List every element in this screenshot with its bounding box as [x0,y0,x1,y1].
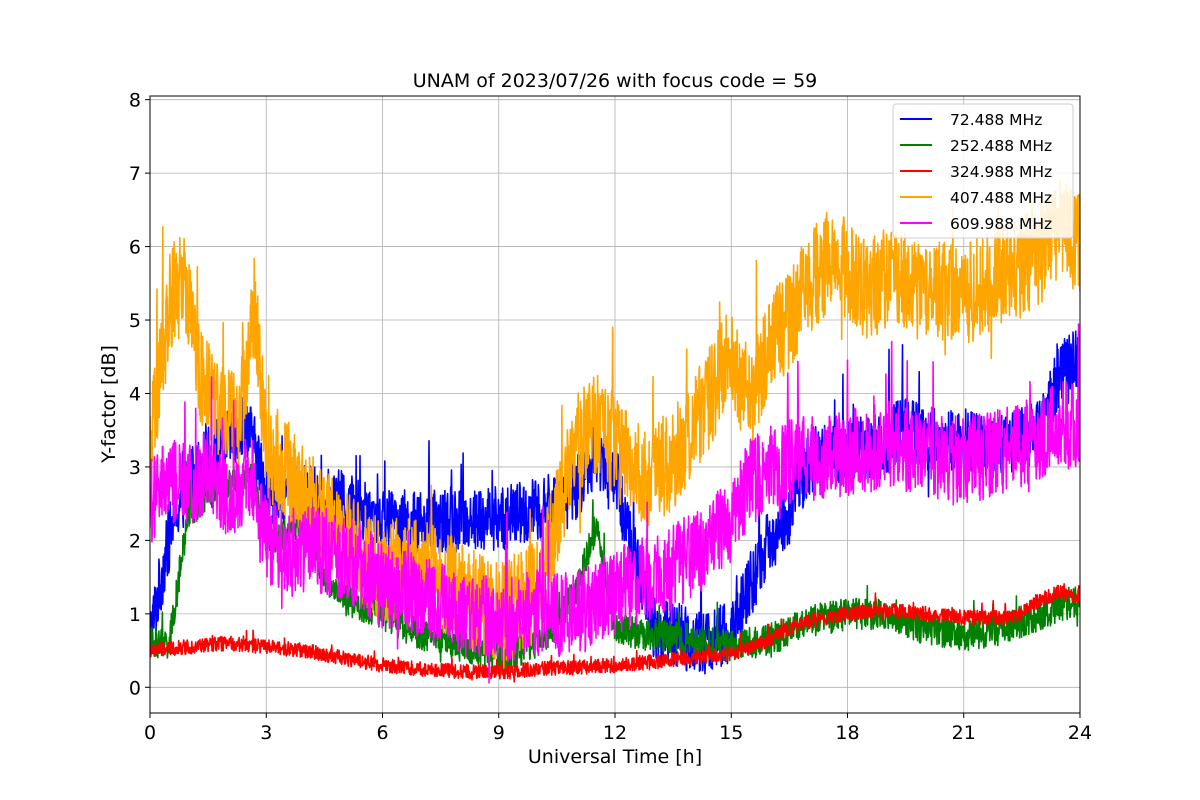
y-tick-label: 8 [129,90,141,112]
y-tick-label: 0 [129,677,141,699]
series-line [150,179,1080,669]
y-tick-label: 3 [129,457,141,479]
series-layer [150,179,1080,684]
y-tick-label: 6 [129,237,141,259]
legend-label: 72.488 MHz [950,111,1042,129]
x-tick-label: 0 [144,722,156,744]
y-tick-label: 7 [129,163,141,185]
chart-title: UNAM of 2023/07/26 with focus code = 59 [413,70,818,92]
legend-box [892,103,1074,239]
x-axis-label: Universal Time [h] [528,746,702,768]
legend-label: 324.988 MHz [950,163,1052,181]
series-line [150,323,1080,684]
legend: 72.488 MHz 252.488 MHz 324.988 MHz 407.488 … [892,103,1074,239]
x-tick-label: 3 [260,722,272,744]
legend-label: 407.488 MHz [950,189,1052,207]
legend-label: 252.488 MHz [950,137,1052,155]
y-tick-label: 4 [129,383,141,405]
x-tick-label: 21 [952,722,976,744]
y-tick-label: 2 [129,530,141,552]
series-line [150,582,1080,683]
x-tick-label: 12 [603,722,627,744]
x-tick-label: 6 [376,722,388,744]
x-tick-label: 15 [719,722,743,744]
x-tick-label: 9 [493,722,505,744]
legend-label: 609.988 MHz [950,215,1052,233]
y-tick-label: 1 [129,604,141,626]
x-tick-label: 24 [1068,722,1092,744]
y-axis-label: Y-factor [dB] [98,345,120,464]
x-tick-label: 18 [835,722,859,744]
y-tick-label: 5 [129,310,141,332]
